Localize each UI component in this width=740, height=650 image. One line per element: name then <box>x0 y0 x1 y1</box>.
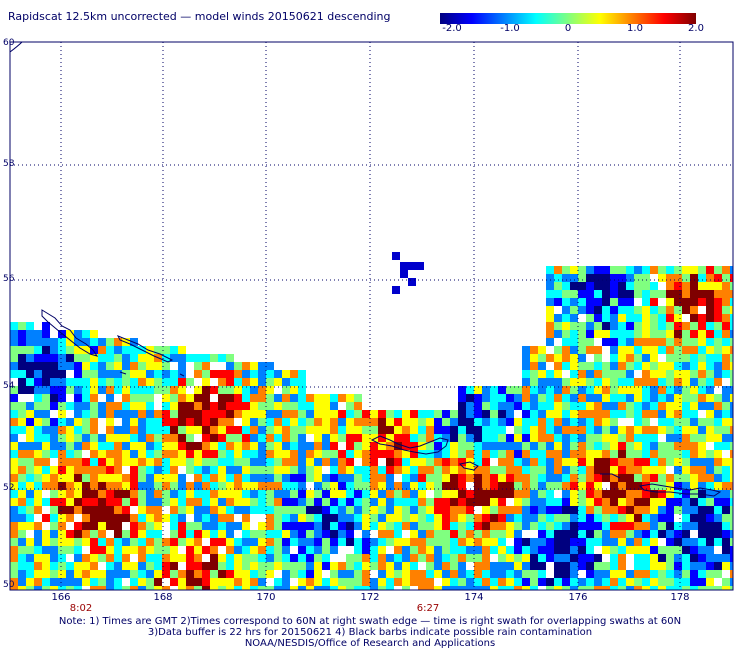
longitude-label: 172 <box>360 592 380 603</box>
swath-time-label: 8:02 <box>69 603 93 614</box>
plot-frame <box>9 41 734 591</box>
latitude-label: 52 <box>3 483 15 493</box>
coastline <box>9 41 722 497</box>
color-scale-bar <box>440 13 696 24</box>
colorbar-tick-label: 2.0 <box>688 23 704 34</box>
footnote-line-2: 3)Data buffer is 22 hrs for 20150621 4) … <box>147 627 593 638</box>
colorbar-tick-label: 1.0 <box>627 23 643 34</box>
latitude-label: 50 <box>3 580 15 590</box>
map-title: Rapidscat 12.5km uncorrected — model win… <box>8 10 391 23</box>
colorbar-tick-label: 0 <box>564 23 572 34</box>
latitude-label: 60 <box>3 38 15 48</box>
longitude-label: 166 <box>51 592 71 603</box>
latitude-label: 54 <box>3 381 15 391</box>
longitude-label: 168 <box>153 592 173 603</box>
lat-lon-gridlines <box>10 42 733 590</box>
footnote-line-1: Note: 1) Times are GMT 2)Times correspon… <box>58 616 682 627</box>
footnote-credit: NOAA/NESDIS/Office of Research and Appli… <box>244 638 496 649</box>
colorbar-tick-label: -2.0 <box>442 23 462 34</box>
longitude-label: 176 <box>568 592 588 603</box>
latitude-label: 56 <box>3 274 15 284</box>
longitude-label: 178 <box>670 592 690 603</box>
longitude-label: 170 <box>256 592 276 603</box>
longitude-label: 174 <box>464 592 484 603</box>
swath-time-label: 6:27 <box>416 603 440 614</box>
wind-data-cells <box>10 252 733 590</box>
colorbar-tick-label: -1.0 <box>500 23 520 34</box>
latitude-label: 58 <box>3 159 15 169</box>
color-scale-legend: -2.0 -1.0 0 1.0 2.0 <box>440 9 704 35</box>
